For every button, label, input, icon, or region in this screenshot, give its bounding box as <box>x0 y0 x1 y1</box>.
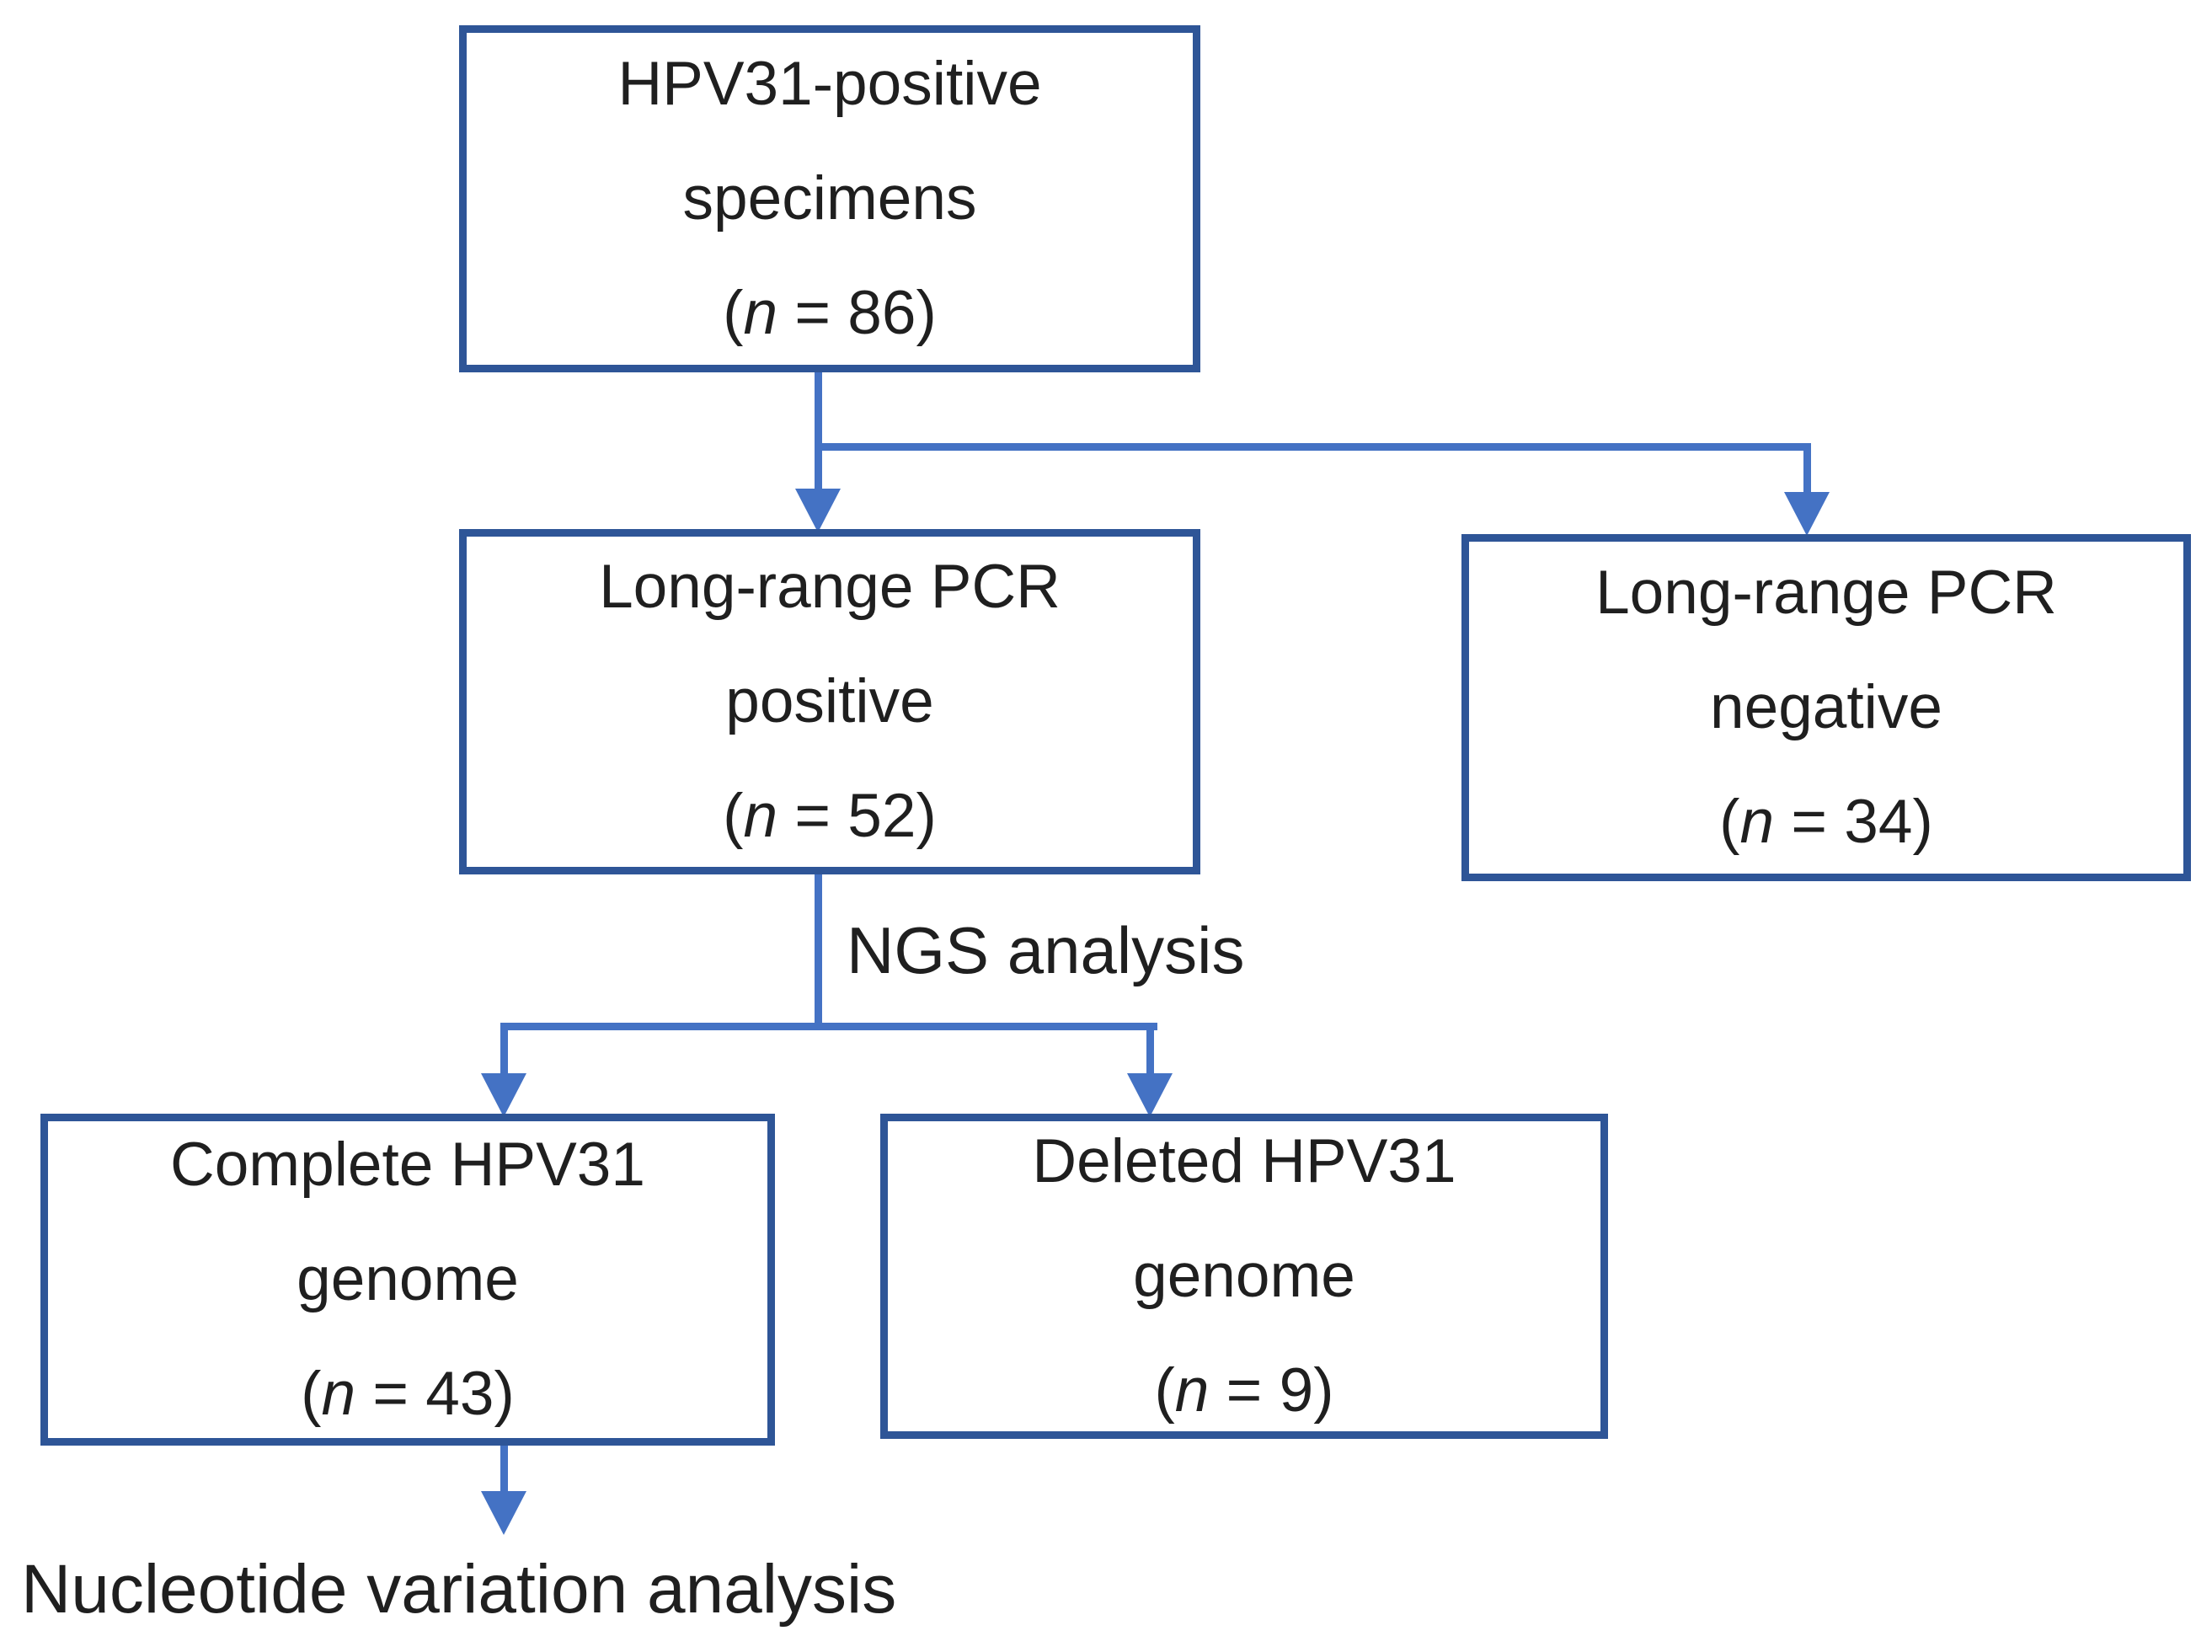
paren: ( <box>1719 788 1740 856</box>
terminal-label-nucleotide-variation-analysis: Nucleotide variation analysis <box>21 1551 897 1628</box>
flow-box-hpv31-positive-specimens: HPV31-positive specimens (n = 86) <box>459 25 1200 372</box>
box-line: genome <box>297 1245 519 1313</box>
box-line: Complete HPV31 <box>169 1131 645 1199</box>
box-line: specimens <box>682 164 977 233</box>
connector-drop-to-complete-genome <box>500 1023 508 1080</box>
paren: ) <box>916 279 937 347</box>
box-line: negative <box>1710 673 1942 741</box>
box-line: genome <box>1133 1242 1355 1310</box>
paren: ( <box>1154 1356 1175 1425</box>
n-value: 52 <box>847 782 916 850</box>
arrow-down-icon <box>481 1073 526 1117</box>
connector-complete-to-nucleotide <box>500 1443 508 1498</box>
box-line: positive <box>725 667 934 735</box>
paren: ( <box>723 279 744 347</box>
sample-size: (n = 43) <box>301 1337 515 1452</box>
n-symbol: n <box>743 782 778 850</box>
arrow-down-icon <box>481 1491 526 1535</box>
paren: ( <box>723 782 744 850</box>
arrow-down-icon <box>1127 1073 1173 1117</box>
sample-size: (n = 34) <box>1719 765 1933 879</box>
connector-branch-horizontal-level1 <box>815 443 1811 451</box>
paren: ( <box>301 1360 322 1428</box>
flow-box-long-range-pcr-positive: Long-range PCR positive (n = 52) <box>459 529 1200 874</box>
arrow-down-icon <box>1784 492 1830 536</box>
n-value: 86 <box>847 279 916 347</box>
box-line: Long-range PCR <box>1595 559 2057 627</box>
paren: ) <box>916 782 937 850</box>
n-value: 34 <box>1844 788 1913 856</box>
connector-drop-to-deleted-genome <box>1146 1023 1154 1080</box>
n-symbol: n <box>743 279 778 347</box>
equals: = <box>1209 1356 1280 1425</box>
n-symbol: n <box>1739 788 1775 856</box>
equals: = <box>777 279 848 347</box>
box-line: HPV31-positive <box>617 50 1042 118</box>
equals: = <box>1774 788 1845 856</box>
flow-box-deleted-hpv31-genome: Deleted HPV31 genome (n = 9) <box>880 1114 1608 1439</box>
connector-top-to-branch <box>815 371 822 495</box>
sample-size: (n = 9) <box>1154 1334 1333 1448</box>
connector-drop-to-pcr-negative <box>1803 443 1811 499</box>
edge-label-ngs-analysis: NGS analysis <box>847 913 1245 987</box>
equals: = <box>777 782 848 850</box>
paren: ) <box>494 1360 515 1428</box>
n-symbol: n <box>1174 1356 1210 1425</box>
sample-size: (n = 52) <box>723 759 937 874</box>
equals: = <box>355 1360 426 1428</box>
flow-box-complete-hpv31-genome: Complete HPV31 genome (n = 43) <box>40 1114 775 1446</box>
paren: ) <box>1912 788 1933 856</box>
n-value: 9 <box>1279 1356 1314 1425</box>
n-symbol: n <box>321 1360 356 1428</box>
connector-branch-horizontal-level2 <box>500 1023 1157 1030</box>
sample-size: (n = 86) <box>723 256 937 371</box>
n-value: 43 <box>425 1360 494 1428</box>
connector-pcr-positive-to-branch <box>815 873 822 1030</box>
box-line: Long-range PCR <box>599 553 1061 621</box>
box-line: Deleted HPV31 <box>1032 1127 1456 1195</box>
flow-box-long-range-pcr-negative: Long-range PCR negative (n = 34) <box>1461 534 2191 881</box>
arrow-down-icon <box>795 489 841 532</box>
paren: ) <box>1313 1356 1334 1425</box>
